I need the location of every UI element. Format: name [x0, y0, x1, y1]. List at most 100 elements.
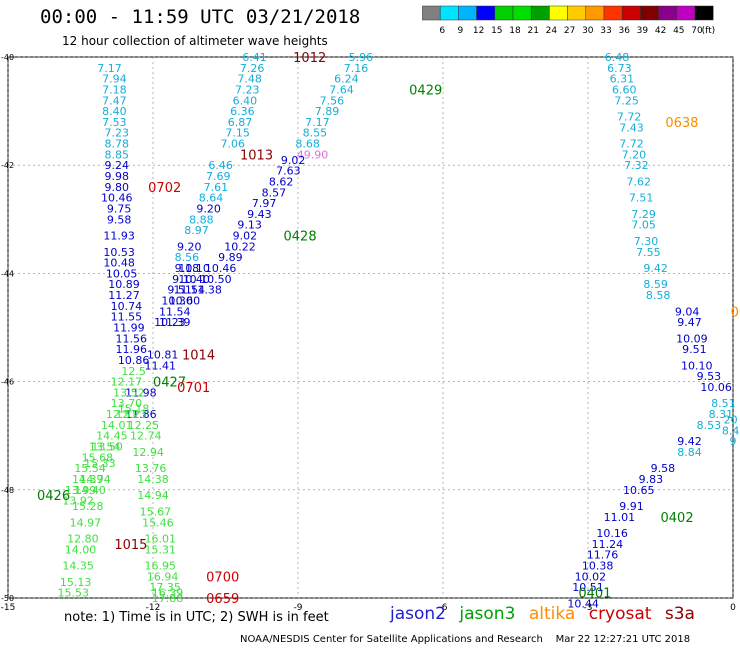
wave-height-value: 11.76: [587, 549, 619, 562]
wave-height-value: 7.64: [329, 83, 354, 96]
wave-height-value: 14.40: [74, 484, 106, 497]
wave-height-value: 6.41: [242, 51, 267, 64]
wave-height-value: 10.51: [572, 581, 604, 594]
wave-height-value: 10.48: [103, 257, 135, 270]
wave-height-value: 10.86: [118, 354, 150, 367]
wave-height-value: 7.25: [614, 94, 639, 107]
y-tick-label: -50: [1, 594, 14, 603]
wave-height-value: 15.67: [140, 505, 172, 518]
legend-jason2: jason2: [390, 604, 446, 624]
wave-height-value: 10.53: [103, 246, 135, 259]
y-tick-label: -48: [1, 486, 14, 495]
colorbar-tick: 27: [564, 26, 575, 36]
wave-height-value: 15.68: [82, 451, 114, 464]
pass-time-label: 0426: [37, 489, 70, 504]
wave-height-value: 11.54: [159, 305, 191, 318]
wave-height-value: 8.59: [643, 278, 668, 291]
wave-height-value: 12.17: [111, 376, 143, 389]
pass-time-label: 0401: [578, 587, 611, 602]
wave-height-value: 10.50: [200, 273, 232, 286]
wave-height-value: 7.18: [102, 83, 127, 96]
wave-height-value: 13.76: [135, 462, 167, 475]
wave-height-value: 13.54: [89, 441, 121, 454]
wave-height-value: 7.32: [624, 159, 649, 172]
wave-height-value: 7.47: [102, 94, 127, 107]
wave-height-value: 7.26: [240, 62, 265, 75]
wave-height-value: 8.55: [303, 127, 328, 140]
wave-height-value: 12.94: [132, 446, 164, 459]
wave-height-value: 10.46: [101, 192, 133, 205]
wave-height-value: 13.52: [113, 386, 145, 399]
wave-height-value: 15.18: [118, 403, 150, 416]
colorbar-tick: 9: [458, 26, 464, 36]
wave-height-value: 7.20: [622, 148, 647, 161]
wave-height-value: 13.92: [62, 495, 94, 508]
wave-height-value: 14.00: [65, 543, 97, 556]
wave-height-value: 5.96: [349, 51, 374, 64]
wave-height-value: 10.05: [106, 267, 138, 280]
wave-height-value: 7.69: [206, 170, 231, 183]
wave-height-value: 15.31: [145, 543, 177, 556]
wave-height-value: 11.01: [604, 511, 636, 524]
wave-height-value: 9.02: [281, 154, 306, 167]
colorbar-tick: 24: [546, 26, 558, 36]
wave-height-value: 9.20: [196, 202, 221, 215]
wave-height-value: 8.56: [175, 251, 200, 264]
wave-height-value: 7.23: [235, 83, 260, 96]
wave-height-value: 16.94: [147, 570, 179, 583]
colorbar-tick: 21: [527, 26, 538, 36]
wave-height-value: 7.05: [631, 219, 656, 232]
credit-line: NOAA/NESDIS Center for Satellite Applica…: [240, 634, 691, 645]
wave-height-value: 7.48: [237, 73, 262, 86]
colorbar-swatch: [694, 5, 714, 21]
colorbar-tick: 36: [618, 26, 630, 36]
wave-height-value: 9.10: [172, 273, 197, 286]
wave-height-value: 20: [724, 413, 738, 426]
wave-height-value: 8.40: [102, 105, 127, 118]
colorbar-legend: 6 9 12 15 18 21 24 27 30 33 36 39 42 45 70(ft): [422, 5, 715, 36]
wave-height-value: 11.24: [592, 538, 624, 551]
wave-height-value: 7.17: [97, 62, 122, 75]
wave-height-value: 6.46: [208, 159, 233, 172]
wave-height-value: 14.97: [70, 516, 102, 529]
wave-height-value: 14.01: [101, 419, 133, 432]
wave-height-value: 10.09: [676, 332, 708, 345]
wave-height-value: 10.44: [567, 597, 599, 610]
pass-time-label: 0428: [284, 230, 317, 245]
x-tick-label: -6: [439, 603, 448, 613]
wave-height-value: 11.96: [116, 343, 148, 356]
wave-height-value: 9.47: [677, 316, 702, 329]
pass-time-label: 06: [731, 305, 740, 320]
wave-height-value: 6.31: [610, 73, 635, 86]
wave-height-value: 14.74: [79, 473, 111, 486]
wave-height-value: 8.62: [269, 175, 294, 188]
wave-height-value: 15.33: [84, 457, 116, 470]
wave-height-value: 17.35: [149, 581, 181, 594]
colorbar-tick: 33: [600, 26, 611, 36]
pass-time-label: 0659: [206, 592, 239, 607]
y-tick-label: -40: [1, 53, 14, 62]
wave-height-value: 8.51: [711, 397, 736, 410]
wave-height-value: 8.31: [709, 408, 734, 421]
wave-height-value: 8.4: [722, 424, 740, 437]
colorbar-tick: 42: [655, 26, 666, 36]
wave-height-value: 16.95: [145, 560, 177, 573]
wave-height-value: 10.38: [582, 560, 614, 573]
wave-height-value: 14.35: [62, 560, 94, 573]
wave-height-value: 7.06: [221, 138, 246, 151]
wave-height-value: 13.99: [65, 484, 97, 497]
wave-height-value: 9.20: [177, 240, 202, 253]
wave-height-value: 10.23: [154, 316, 186, 329]
wave-height-value: 7.16: [344, 62, 369, 75]
wave-height-value: 6.48: [605, 51, 630, 64]
wave-height-value: 10.60: [169, 294, 201, 307]
wave-height-value: 9.83: [639, 473, 664, 486]
wave-height-value: 9.58: [107, 213, 132, 226]
wave-height-value: 10.16: [596, 527, 628, 540]
wave-height-value: 14.39: [72, 473, 104, 486]
x-tick-label: 0: [730, 603, 736, 613]
wave-height-value: 11.55: [111, 311, 143, 324]
wave-height-value: 9.02: [233, 230, 258, 243]
wave-height-value: 7.17: [305, 116, 330, 129]
wave-height-value: 7.43: [619, 121, 644, 134]
